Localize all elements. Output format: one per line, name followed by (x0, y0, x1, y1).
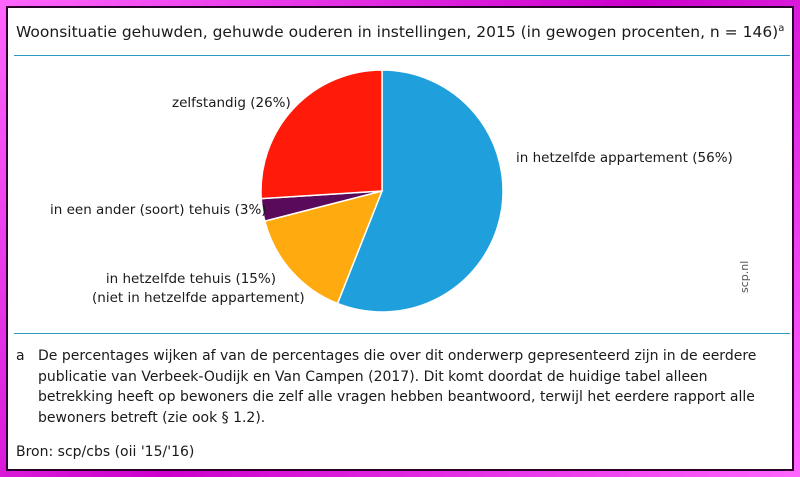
slice-label-zelfstandig: zelfstandig (26%) (172, 95, 291, 111)
chart-title: Woonsituatie gehuwden, gehuwde ouderen i… (16, 22, 785, 41)
footnote: a De percentages wijken af van de percen… (16, 346, 786, 428)
title-rule (14, 55, 790, 56)
pie-chart (260, 69, 504, 313)
footnote-mark: a (16, 348, 25, 364)
pie-slice-hetzelfde-tehuis (263, 189, 384, 305)
footnote-text: De percentages wijken af van de percenta… (38, 348, 757, 426)
pie-slice-hetzelfde-appartement (336, 69, 504, 313)
slice-label-hetzelfde-tehuis-line1: in hetzelfde tehuis (15%) (105, 271, 276, 287)
slice-label-ander-tehuis: in een ander (soort) tehuis (3%) (50, 202, 267, 218)
figure-panel: Woonsituatie gehuwden, gehuwde ouderen i… (6, 6, 794, 471)
pie-slice-zelfstandig (260, 69, 383, 200)
slice-label-hetzelfde-tehuis-line2: (niet in hetzelfde appartement) (92, 290, 305, 306)
title-footnote-mark: a (778, 22, 785, 34)
footnote-rule (14, 333, 790, 334)
watermark-scp: scp.nl (738, 260, 751, 293)
slice-label-hetzelfde-tehuis: in hetzelfde tehuis (15%) (niet in hetze… (92, 270, 305, 308)
slice-label-hetzelfde-appartement: in hetzelfde appartement (56%) (516, 150, 733, 166)
source-line: Bron: scp/cbs (oii '15/'16) (16, 444, 195, 460)
